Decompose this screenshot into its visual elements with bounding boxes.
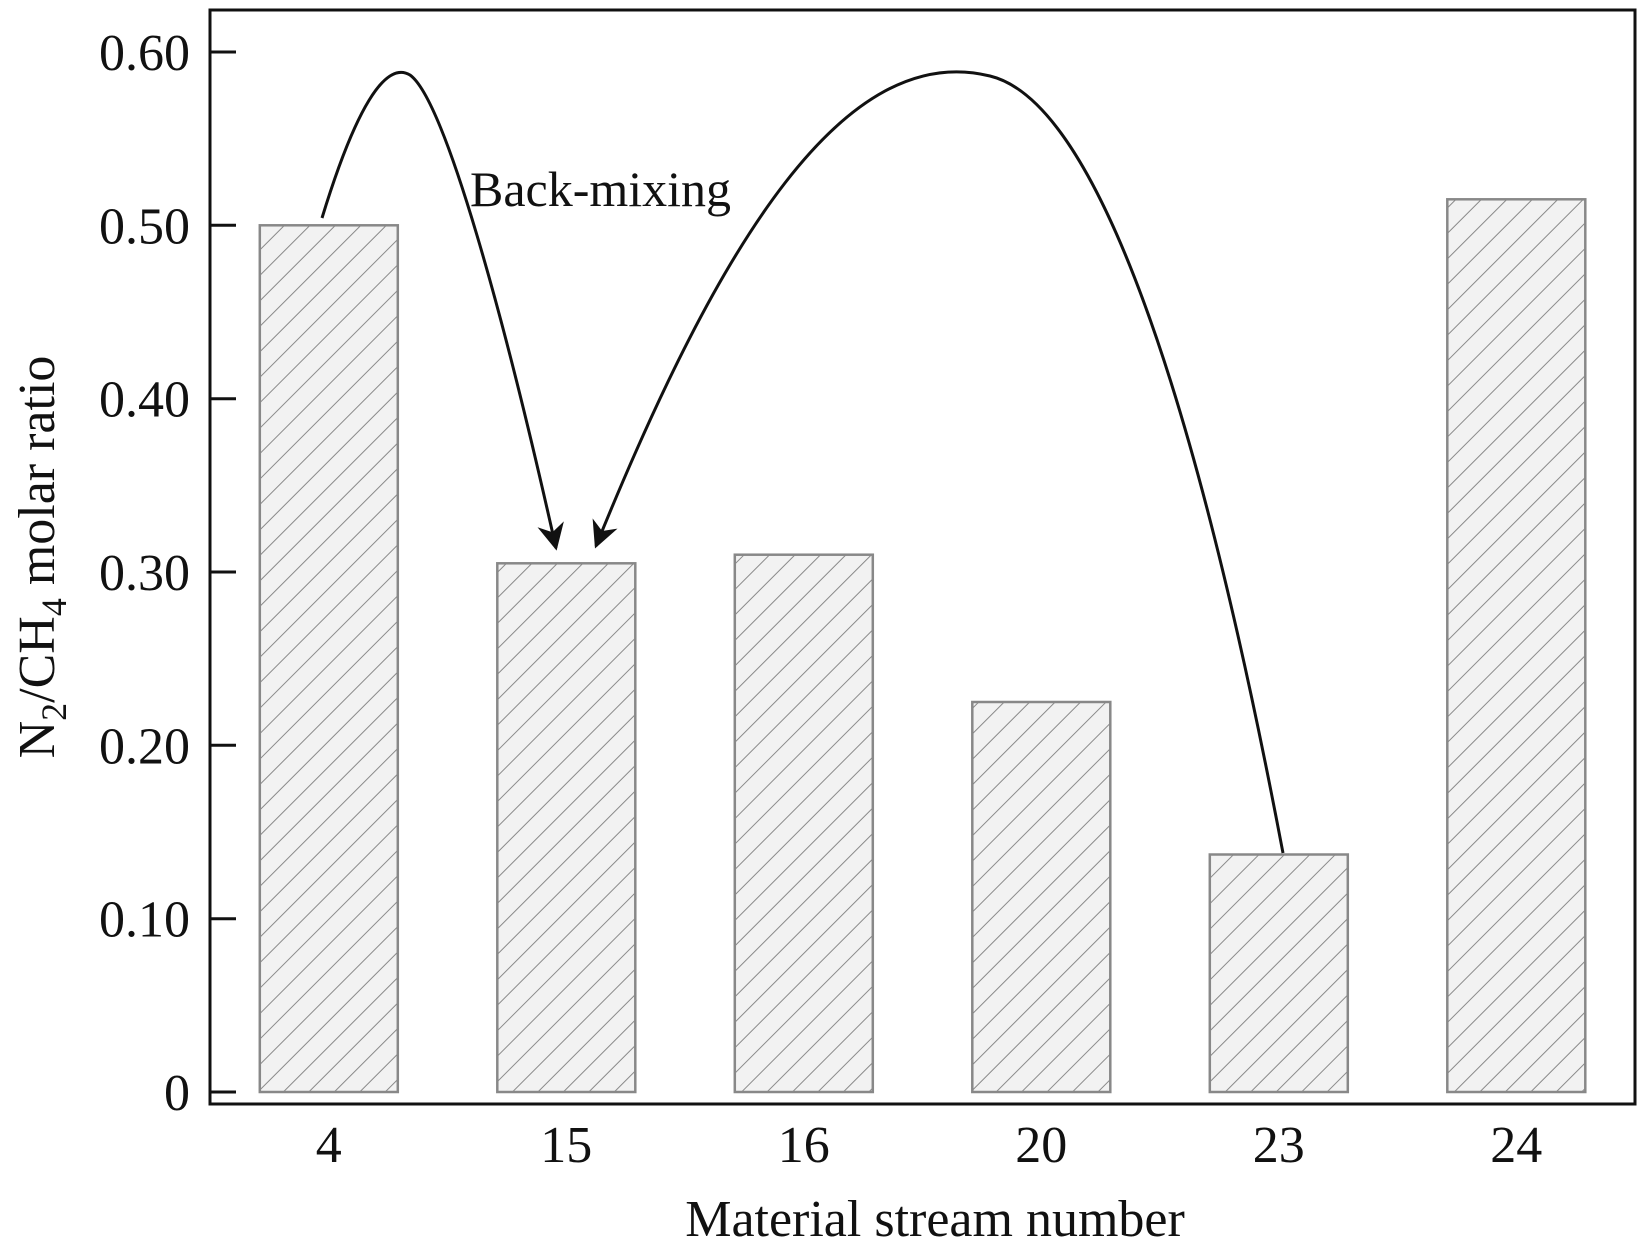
x-tick-label-24: 24	[1490, 1117, 1542, 1174]
x-tick-label-15: 15	[540, 1117, 592, 1174]
y-tick-label: 0.10	[99, 892, 190, 949]
back-mixing-label: Back-mixing	[470, 161, 731, 217]
back-mixing-annotation: Back-mixing	[320, 70, 1285, 854]
bar-20	[971, 700, 1112, 1094]
bar-24	[1446, 198, 1587, 1094]
x-tick-label-4: 4	[316, 1117, 342, 1174]
y-axis-title: N2/CH4 molar ratio	[9, 356, 74, 759]
bar-16	[733, 553, 875, 1094]
y-tick-label: 0.30	[99, 545, 190, 602]
bar-4	[258, 224, 400, 1094]
y-tick-label: 0.40	[99, 372, 190, 429]
x-axis-title: Material stream number	[685, 1191, 1185, 1248]
x-tick-label-23: 23	[1253, 1117, 1305, 1174]
y-tick-label: 0.60	[99, 25, 190, 82]
bars-group	[258, 198, 1587, 1094]
plot-frame	[208, 8, 1637, 1106]
y-axis: 0 0.10 0.20 0.30 0.40 0.50 0.60	[99, 25, 236, 1122]
x-tick-label-16: 16	[778, 1117, 830, 1174]
back-mixing-arrow-from-23	[592, 70, 1285, 854]
x-tick-label-20: 20	[1015, 1117, 1067, 1174]
back-mixing-arrow-from-4	[320, 70, 564, 551]
y-tick-label: 0	[164, 1065, 190, 1122]
y-tick-label: 0.20	[99, 718, 190, 775]
x-axis: 4 15 16 20 23 24	[316, 1117, 1543, 1174]
y-tick-label: 0.50	[99, 198, 190, 255]
bar-15	[496, 562, 637, 1094]
bar-23	[1208, 853, 1350, 1094]
